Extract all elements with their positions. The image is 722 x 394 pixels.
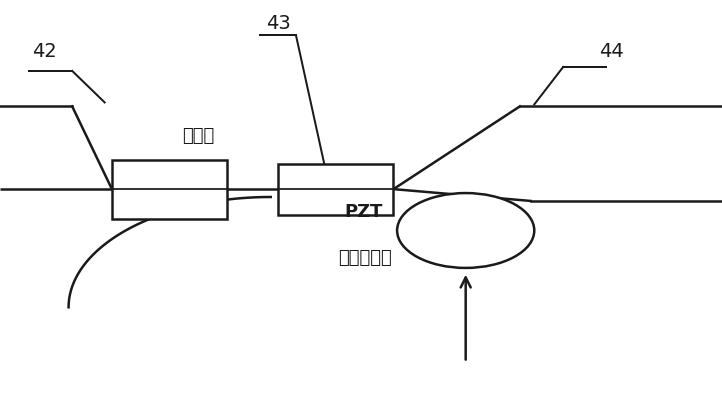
Text: 43: 43 <box>266 14 290 33</box>
Text: PZT: PZT <box>344 203 383 221</box>
Bar <box>112 160 227 219</box>
Text: 偏振器: 偏振器 <box>183 127 214 145</box>
Bar <box>278 164 393 215</box>
Text: 44: 44 <box>599 42 624 61</box>
Text: 42: 42 <box>32 42 57 61</box>
Text: 调制耦合器: 调制耦合器 <box>338 249 391 267</box>
Circle shape <box>397 193 534 268</box>
